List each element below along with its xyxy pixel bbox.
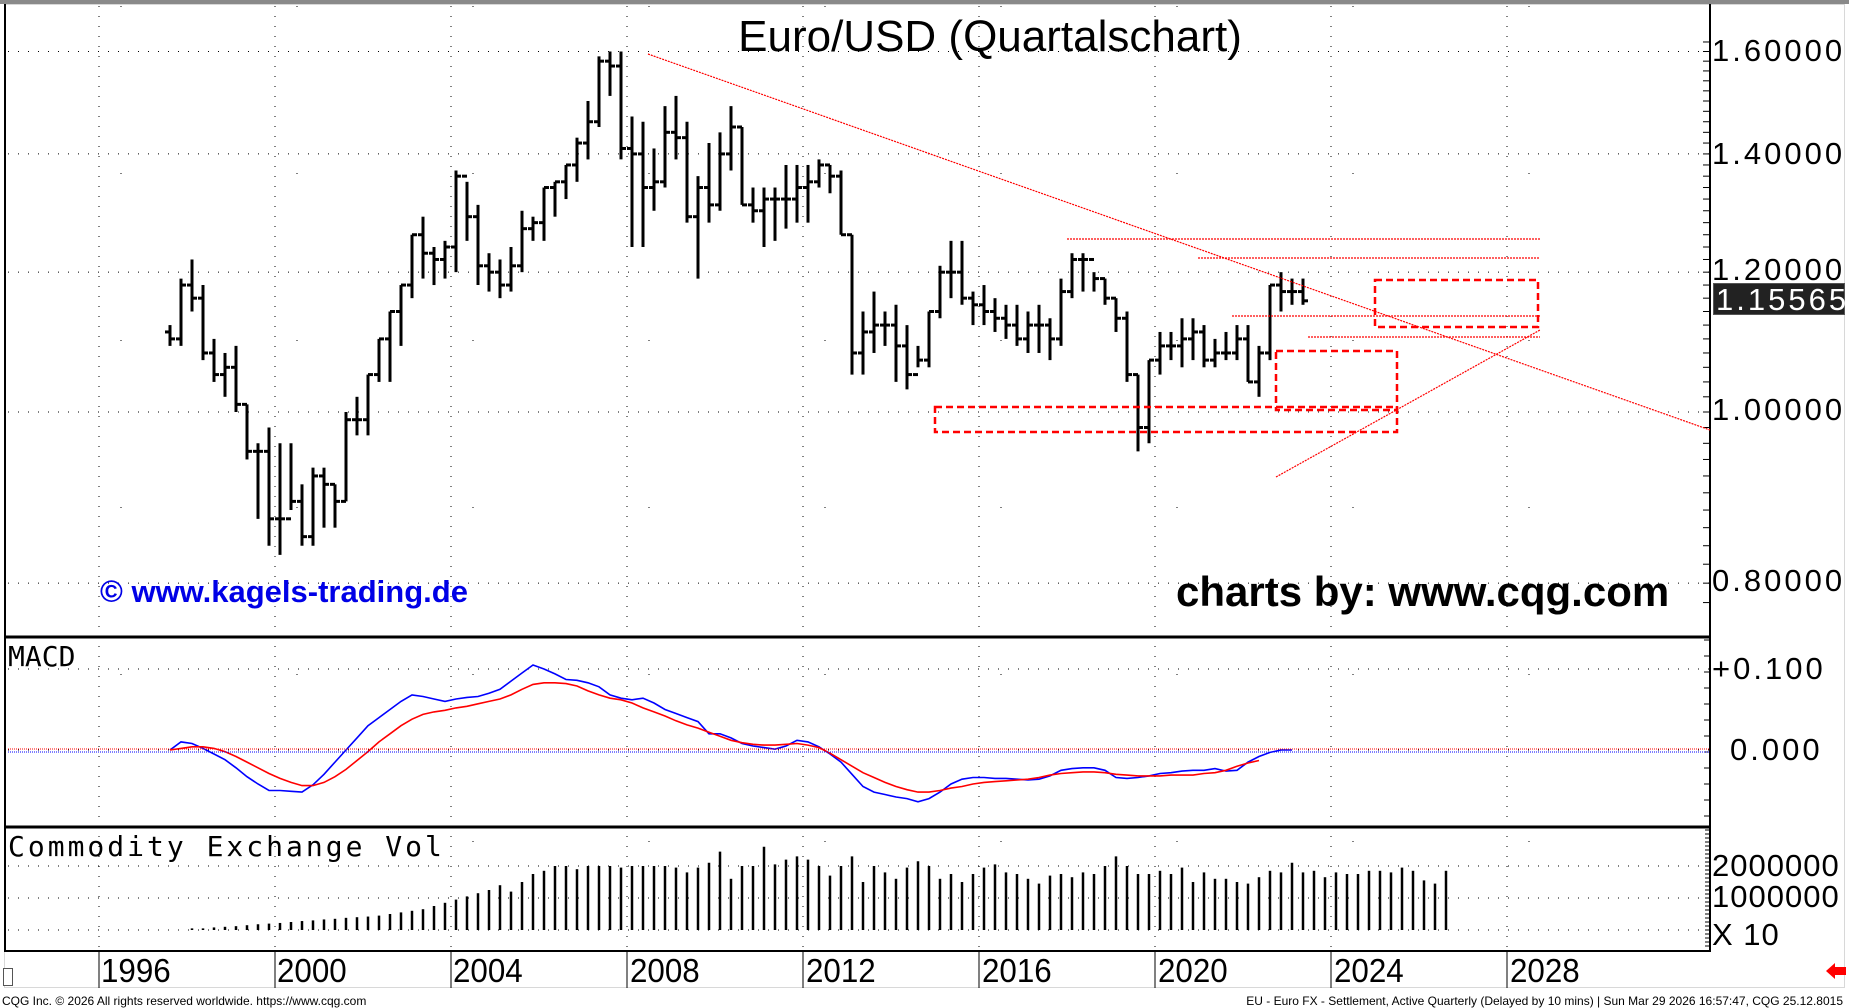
year-ticks xyxy=(98,951,1508,988)
window-top-border xyxy=(0,0,1849,4)
macd-label: MACD xyxy=(8,640,76,673)
trend-annotations xyxy=(647,53,1711,478)
watermark-kagels: © www.kagels-trading.de xyxy=(100,574,468,609)
volume-axis-1000000: 1000000 xyxy=(1712,879,1840,914)
year-label-2000: 2000 xyxy=(277,952,347,989)
scroll-handle[interactable] xyxy=(3,968,13,986)
watermark-cqg: charts by: www.cqg.com xyxy=(1176,568,1670,615)
last-price-badge: 1.15565 xyxy=(1713,283,1846,316)
volume-label: Commodity Exchange Vol xyxy=(8,830,445,863)
grid-lines xyxy=(8,6,1709,951)
volume-bars xyxy=(190,846,1448,930)
price-label-0-80: 0.80000 xyxy=(1712,563,1846,598)
year-label-2008: 2008 xyxy=(630,952,700,989)
macd-axis-plus-0-100: +0.100 xyxy=(1712,651,1826,686)
year-label-2004: 2004 xyxy=(453,952,523,989)
price-label-1-20: 1.20000 xyxy=(1712,252,1846,287)
footer-status: EU - Euro FX - Settlement, Active Quarte… xyxy=(1246,994,1843,1008)
year-label-2020: 2020 xyxy=(1158,952,1228,989)
scroll-left-arrow-icon[interactable] xyxy=(1826,962,1846,980)
year-label-2012: 2012 xyxy=(806,952,876,989)
footer-copyright: CQG Inc. © 2026 All rights reserved worl… xyxy=(2,994,367,1008)
price-bars xyxy=(165,51,1308,555)
macd-axis-0-000: 0.000 xyxy=(1730,732,1823,767)
macd-lines xyxy=(8,664,1709,803)
price-label-1-00: 1.00000 xyxy=(1712,392,1846,427)
year-label-2024: 2024 xyxy=(1334,952,1404,989)
axis-ticks xyxy=(1703,41,1710,947)
price-label-1-60: 1.60000 xyxy=(1712,33,1846,68)
price-label-1-40: 1.40000 xyxy=(1712,136,1846,171)
volume-axis-multiplier: X 10 xyxy=(1712,917,1780,952)
year-label-1996: 1996 xyxy=(101,952,171,989)
chart-title: Euro/USD (Quartalschart) xyxy=(738,12,1242,61)
year-label-2016: 2016 xyxy=(982,952,1052,989)
year-label-2028: 2028 xyxy=(1510,952,1580,989)
volume-axis-2000000: 2000000 xyxy=(1712,848,1840,883)
